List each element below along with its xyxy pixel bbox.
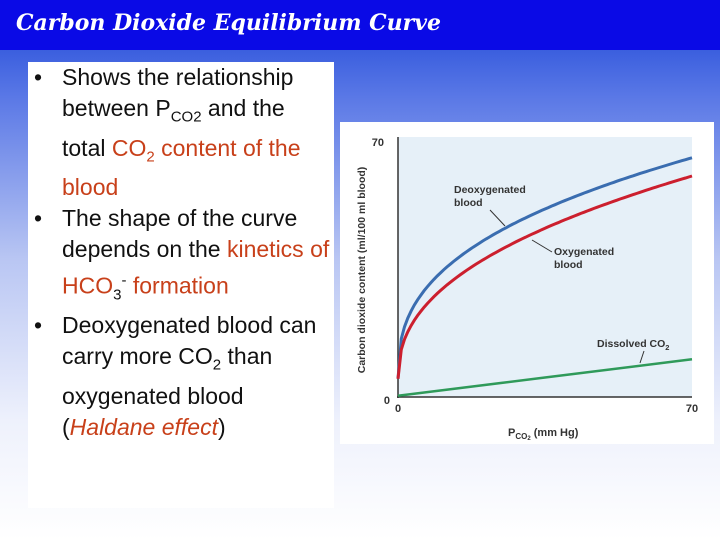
- co2-equilibrium-diagram: Carbon dioxide content (ml/100 ml blood)…: [340, 122, 714, 444]
- bullet-1-co2-subscript: 2: [146, 148, 154, 165]
- label-dissolved-sub: 2: [665, 343, 669, 352]
- x-axis-title-p: P: [508, 427, 515, 439]
- plot-area: [398, 137, 692, 397]
- figure-panel: Carbon dioxide content (ml/100 ml blood)…: [340, 122, 714, 444]
- y-axis-title: Carbon dioxide content (ml/100 ml blood): [356, 167, 368, 374]
- bullet-3-emphasis: Haldane effect: [70, 414, 218, 440]
- bullet-1-co2: CO: [112, 135, 147, 161]
- x-axis-title-unit: (mm Hg): [531, 427, 579, 439]
- x-tick-70: 70: [686, 403, 698, 415]
- bullet-1-subscript: CO2: [171, 109, 202, 126]
- bullet-3-co2-subscript: 2: [213, 357, 221, 374]
- slide-title: Carbon Dioxide Equilibrium Curve: [16, 10, 441, 36]
- label-deoxygenated-line1: Deoxygenated: [454, 184, 526, 196]
- bullet-dot: •: [34, 310, 42, 341]
- bullet-2-tail: formation: [126, 273, 228, 299]
- x-axis-title-sub: CO: [515, 432, 527, 441]
- label-oxygenated-line1: Oxygenated: [554, 246, 614, 258]
- title-bar: Carbon Dioxide Equilibrium Curve: [0, 0, 720, 50]
- label-deoxygenated-line2: blood: [454, 197, 483, 209]
- bullet-dot: •: [34, 62, 42, 93]
- bullet-item-3: •Deoxygenated blood can carry more CO2 t…: [28, 310, 334, 443]
- label-dissolved-main: Dissolved CO: [597, 338, 665, 350]
- bullet-item-2: •The shape of the curve depends on the k…: [28, 203, 334, 310]
- bullet-panel: •Shows the relationship between PCO2 and…: [28, 62, 334, 508]
- bullet-3-tail: ): [218, 414, 226, 440]
- x-axis-title: PCO2 (mm Hg): [508, 427, 579, 442]
- x-tick-0: 0: [395, 403, 401, 415]
- y-tick-0: 0: [384, 395, 390, 407]
- bullet-list: •Shows the relationship between PCO2 and…: [28, 62, 334, 443]
- bullet-item-1: •Shows the relationship between PCO2 and…: [28, 62, 334, 203]
- y-tick-70: 70: [372, 137, 384, 149]
- label-oxygenated-line2: blood: [554, 259, 583, 271]
- bullet-3-lead: Deoxygenated blood can carry more CO: [62, 312, 316, 369]
- label-dissolved-co2: Dissolved CO2: [597, 338, 669, 352]
- bullet-dot: •: [34, 203, 42, 234]
